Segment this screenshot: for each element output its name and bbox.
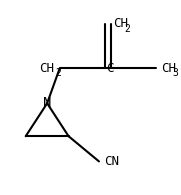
Text: N: N — [43, 96, 51, 110]
Text: CH: CH — [39, 62, 54, 75]
Text: CH: CH — [113, 17, 128, 30]
Text: 3: 3 — [172, 68, 178, 78]
Text: CN: CN — [104, 155, 119, 168]
Text: 2: 2 — [124, 24, 130, 34]
Text: 2: 2 — [55, 68, 61, 78]
Text: C: C — [106, 62, 113, 75]
Text: CH: CH — [161, 62, 176, 75]
